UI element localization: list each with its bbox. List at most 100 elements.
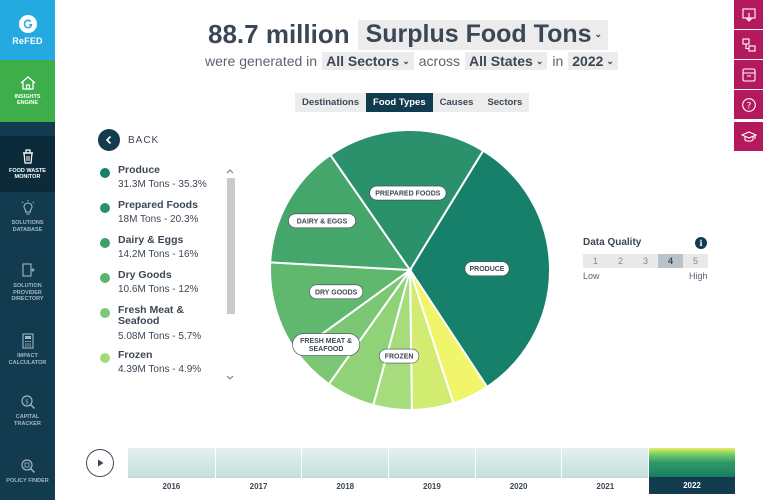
chevron-down-icon: ⌄ <box>402 55 410 66</box>
nav-capital-tracker[interactable]: $ CAPITAL TRACKER <box>0 394 55 427</box>
pie-slice[interactable] <box>269 153 412 272</box>
timeline-year-label: 2017 <box>215 477 302 494</box>
scroll-down-icon <box>226 375 234 380</box>
state-dropdown[interactable]: All States ⌄ <box>465 52 548 70</box>
nav-impact-label: IMPACT CALCULATOR <box>8 353 47 366</box>
timeline-year-2018[interactable]: 2018 <box>301 448 389 494</box>
nav-solution-provider-directory[interactable]: SOLUTION PROVIDER DIRECTORY <box>0 263 55 303</box>
timeline-year-label: 2016 <box>128 477 215 494</box>
nav-insights-label: INSIGHTS ENGINE <box>14 93 41 107</box>
subheadline: were generated in All Sectors ⌄ across A… <box>205 52 623 70</box>
timeline-year-label: 2020 <box>475 477 562 494</box>
year-dropdown-value: 2022 <box>572 53 604 69</box>
list-scrollbar-thumb[interactable] <box>227 178 235 314</box>
directory-icon <box>21 263 35 277</box>
tab-destinations[interactable]: Destinations <box>295 93 367 112</box>
year-dropdown[interactable]: 2022 ⌄ <box>568 52 618 70</box>
export-tool-button[interactable] <box>734 0 763 29</box>
svg-text:$: $ <box>25 399 29 406</box>
nav-food-waste-monitor[interactable]: FOOD WASTE MONITOR <box>0 136 55 192</box>
data-quality-level-selected: 4 <box>658 254 683 268</box>
back-button[interactable] <box>98 129 120 151</box>
pie-slice-label: FROZEN <box>378 348 420 364</box>
total-amount: 88.7 million <box>208 19 350 49</box>
legend-swatch <box>100 353 110 363</box>
play-button[interactable] <box>86 449 114 477</box>
metric-dropdown-value: Surplus Food Tons <box>365 20 592 48</box>
state-dropdown-value: All States <box>469 53 533 69</box>
scroll-up-icon <box>226 169 234 174</box>
timeline-year-label: 2022 <box>649 477 735 494</box>
headline: 88.7 million Surplus Food Tons ⌄ <box>208 19 609 50</box>
home-icon <box>20 75 35 90</box>
legend-swatch <box>100 168 110 178</box>
help-tool-button[interactable]: ? <box>734 90 763 119</box>
pie-slice-label: FRESH MEAT &SEAFOOD <box>292 333 361 356</box>
svg-text:FRESH MEAT &: FRESH MEAT & <box>300 338 352 345</box>
list-item-value: 14.2M Tons - 16% <box>118 249 199 260</box>
svg-text:DAIRY & EGGS: DAIRY & EGGS <box>297 218 348 225</box>
logo-mark-icon <box>18 14 37 33</box>
data-quality-high-label: High <box>689 271 708 281</box>
timeline-year-label: 2019 <box>389 477 475 494</box>
archive-tool-button[interactable] <box>734 60 763 89</box>
list-item-name: Dry Goods <box>118 269 172 281</box>
nav-insights-engine[interactable]: INSIGHTS ENGINE <box>0 60 55 122</box>
timeline-year-label: 2021 <box>562 477 649 494</box>
tab-causes[interactable]: Causes <box>432 93 481 112</box>
timeline-year-2020[interactable]: 2020 <box>474 448 562 494</box>
refed-logo[interactable]: ReFED <box>0 0 55 60</box>
legend-swatch <box>100 308 110 318</box>
nav-solutions-label: SOLUTIONS DATABASE <box>11 220 44 233</box>
list-item-value: 18M Tons - 20.3% <box>118 214 199 225</box>
metric-dropdown[interactable]: Surplus Food Tons ⌄ <box>357 19 609 50</box>
timeline-year-2022[interactable]: 2022 <box>648 448 735 494</box>
timeline-year-2017[interactable]: 2017 <box>214 448 302 494</box>
nav-policy-finder[interactable]: POLICY FINDER <box>0 458 55 485</box>
data-quality-scale: 1 2 3 4 5 <box>583 254 708 268</box>
logo-text: ReFED <box>12 35 43 46</box>
policy-search-icon <box>20 459 35 473</box>
chevron-down-icon: ⌄ <box>606 55 614 66</box>
nav-capital-label: CAPITAL TRACKER <box>14 414 41 427</box>
tab-food-types[interactable]: Food Types <box>366 93 433 112</box>
nav-solutions-database[interactable]: SOLUTIONS DATABASE <box>0 200 55 233</box>
nav-impact-calculator[interactable]: IMPACT CALCULATOR <box>0 333 55 366</box>
learn-tool-button[interactable] <box>734 122 763 151</box>
pie-slice-label: PREPARED FOODS <box>369 185 447 201</box>
sector-dropdown[interactable]: All Sectors ⌄ <box>322 52 414 70</box>
data-quality-level: 5 <box>683 254 708 268</box>
back-label[interactable]: BACK <box>128 135 160 146</box>
left-nav: ReFED INSIGHTS ENGINE FOOD WASTE MONITOR S… <box>0 0 55 500</box>
timeline-year-label: 2018 <box>302 477 389 494</box>
info-icon[interactable]: i <box>695 237 707 249</box>
lightbulb-icon <box>21 200 34 215</box>
list-item-name: Frozen <box>118 349 153 361</box>
svg-text:SEAFOOD: SEAFOOD <box>309 346 344 353</box>
pie-slice-label: PRODUCE <box>464 261 510 277</box>
data-quality-level: 3 <box>633 254 658 268</box>
sector-dropdown-value: All Sectors <box>326 53 400 69</box>
graduation-cap-icon <box>740 130 757 142</box>
data-quality-level: 2 <box>608 254 633 268</box>
share-tool-button[interactable] <box>734 30 763 59</box>
chevron-down-icon: ⌄ <box>535 55 544 66</box>
timeline-year-2016[interactable]: 2016 <box>128 448 215 494</box>
tab-sectors[interactable]: Sectors <box>480 93 530 112</box>
svg-text:FROZEN: FROZEN <box>385 354 414 361</box>
export-icon <box>741 7 756 22</box>
list-item-name: Fresh Meat & Seafood <box>118 304 184 327</box>
list-item-value: 31.3M Tons - 35.3% <box>118 179 207 190</box>
share-icon <box>741 37 756 52</box>
legend-swatch <box>100 238 110 248</box>
subheadline-pre-year: in <box>552 53 564 69</box>
pie-slice-label: DRY GOODS <box>309 284 364 300</box>
food-waste-icon <box>22 148 33 164</box>
list-scrollbar[interactable] <box>225 167 235 382</box>
calculator-icon <box>21 333 34 349</box>
svg-text:PRODUCE: PRODUCE <box>469 266 504 273</box>
timeline-year-2021[interactable]: 2021 <box>561 448 649 494</box>
timeline-year-2019[interactable]: 2019 <box>388 448 475 494</box>
